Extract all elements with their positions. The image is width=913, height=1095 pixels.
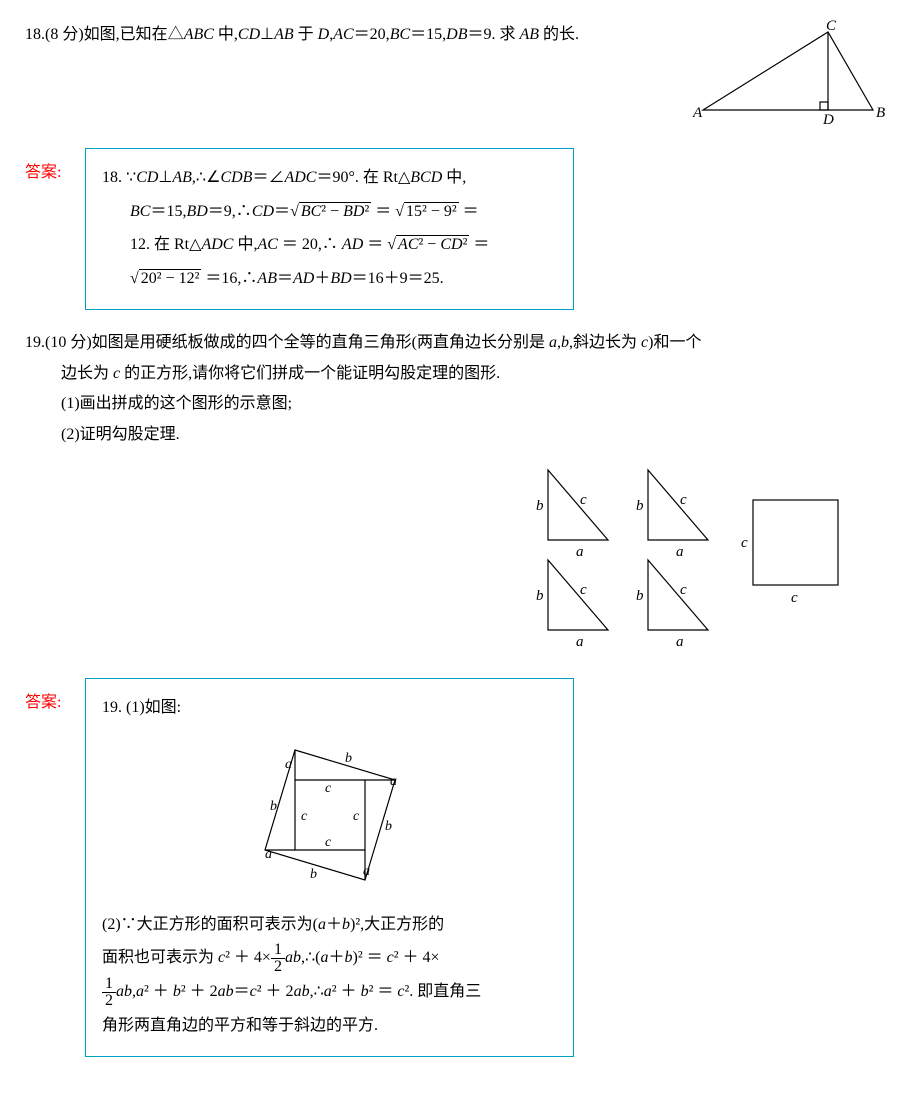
svg-text:a: a: [676, 544, 684, 560]
svg-text:c: c: [301, 809, 308, 824]
svg-text:a: a: [265, 847, 272, 862]
svg-text:c: c: [325, 835, 332, 850]
svg-text:b: b: [536, 498, 544, 514]
a19-l4: 角形两直角边的平方和等于斜边的平方.: [102, 1009, 378, 1043]
svg-text:a: a: [285, 757, 292, 772]
svg-text:a: a: [390, 774, 397, 789]
a19-sub1: 19. (1)如图:: [102, 691, 181, 725]
answer-label-19: 答案:: [25, 678, 85, 718]
p19-sub1: (1)画出拼成的这个图形的示意图;: [25, 389, 888, 419]
answer-box-18: 18. ∵CD⊥AB,∴∠CDB＝∠ADC＝90°. 在 Rt△BCD 中, B…: [85, 148, 574, 310]
problem-19: 19.(10 分)如图是用硬纸板做成的四个全等的直角三角形(两直角边长分别是 a…: [25, 328, 888, 660]
svg-text:c: c: [353, 809, 360, 824]
svg-text:c: c: [680, 492, 687, 508]
p19-text: 19.(10 分)如图是用硬纸板做成的四个全等的直角三角形(两直角边长分别是 a…: [25, 328, 888, 358]
svg-text:c: c: [325, 781, 332, 796]
a19-l2: 面积也可表示为 c² ＋ 4×12ab,∴(a＋b)² ＝ c² ＋ 4×: [102, 941, 440, 975]
p18-figure: A B C D: [688, 20, 888, 130]
answer-label-18: 答案:: [25, 148, 85, 188]
a18-line1: 18. ∵CD⊥AB,∴∠CDB＝∠ADC＝90°. 在 Rt△BCD 中,: [102, 161, 466, 195]
lbl-D: D: [822, 112, 834, 128]
svg-text:a: a: [363, 864, 370, 879]
problem-18: A B C D 18.(8 分)如图,已知在△ABC 中,CD⊥AB 于 D,A…: [25, 20, 888, 130]
answer-18: 答案: 18. ∵CD⊥AB,∴∠CDB＝∠ADC＝90°. 在 Rt△BCD …: [25, 148, 888, 310]
a18-line4: √20² − 12² ＝16,∴AB＝AD＋BD＝16＋9＝25.: [102, 262, 444, 296]
p18-triangle-svg: A B C D: [688, 20, 888, 130]
p19-figure: b a c b a c b a c b a c c c: [25, 460, 888, 660]
p19-sub2: (2)证明勾股定理.: [25, 420, 888, 450]
p19-num: 19.: [25, 334, 45, 351]
svg-text:c: c: [791, 590, 798, 606]
svg-text:b: b: [536, 588, 544, 604]
a19-l1: (2)∵大正方形的面积可表示为(a＋b)²,大正方形的: [102, 908, 444, 942]
svg-text:c: c: [580, 582, 587, 598]
answer-box-19: 19. (1)如图: a b b a a b a: [85, 678, 574, 1057]
svg-text:c: c: [580, 492, 587, 508]
svg-text:b: b: [636, 588, 644, 604]
svg-text:b: b: [310, 867, 317, 882]
answer-19: 答案: 19. (1)如图: a b b a a b: [25, 678, 888, 1057]
p19-pts: (10 分): [45, 334, 92, 351]
svg-text:b: b: [345, 751, 352, 766]
svg-text:a: a: [576, 634, 584, 650]
svg-text:a: a: [676, 634, 684, 650]
a19-l3: 12ab,a² ＋ b² ＋ 2ab＝c² ＋ 2ab,∴a² ＋ b² ＝ c…: [102, 975, 481, 1009]
svg-text:b: b: [270, 799, 277, 814]
svg-text:c: c: [741, 535, 748, 551]
a19-proof-svg: a b b a a b a b c c c c: [235, 730, 425, 900]
svg-text:a: a: [576, 544, 584, 560]
lbl-A: A: [692, 105, 703, 121]
svg-text:c: c: [680, 582, 687, 598]
a18-line2: BC＝15,BD＝9,∴CD＝√BC² − BD² ＝ √15² − 9² ＝: [102, 195, 479, 229]
lbl-B: B: [876, 105, 885, 121]
p18-num: 18.: [25, 26, 45, 43]
p18-pts: (8 分): [45, 26, 84, 43]
svg-text:b: b: [385, 819, 392, 834]
lbl-C: C: [826, 20, 837, 34]
p19-shapes-svg: b a c b a c b a c b a c c c: [528, 460, 868, 660]
a18-line3: 12. 在 Rt△ADC 中,AC ＝ 20,∴ AD ＝ √AC² − CD²…: [102, 228, 489, 262]
svg-text:b: b: [636, 498, 644, 514]
